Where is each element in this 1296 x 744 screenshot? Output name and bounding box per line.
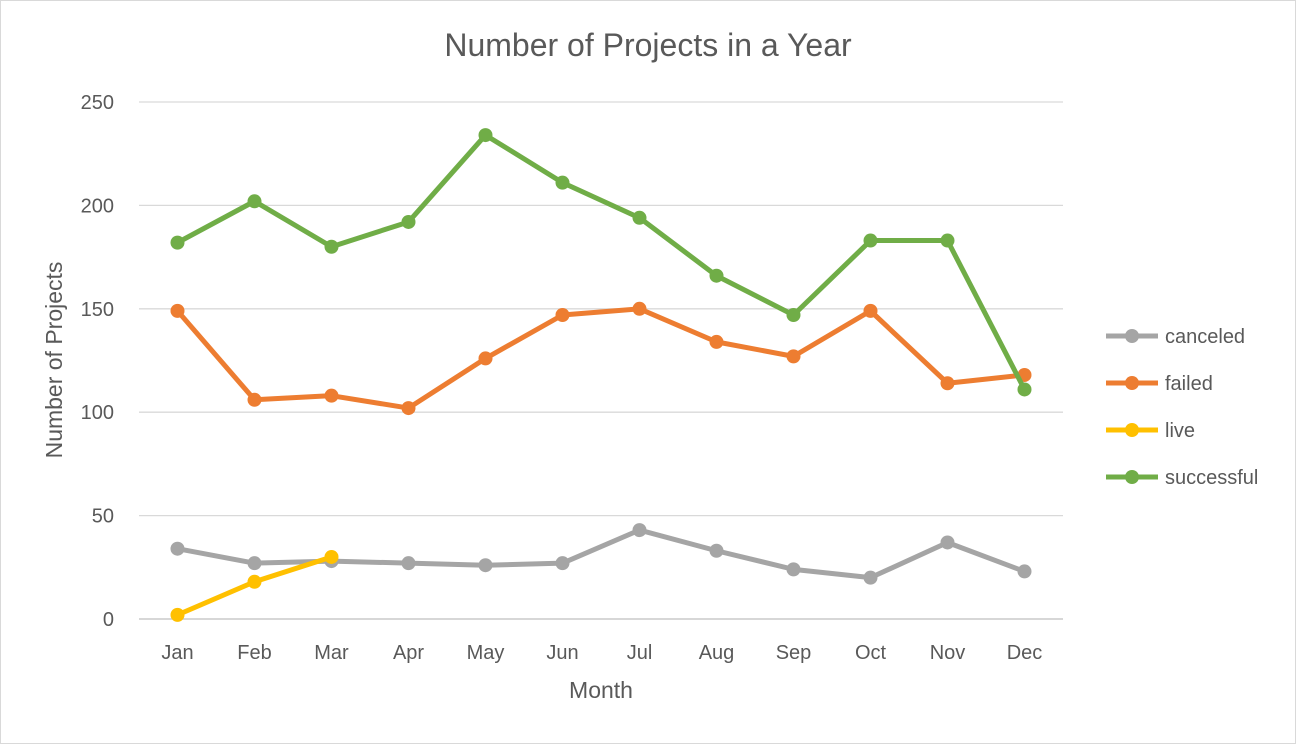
data-point-canceled — [940, 535, 955, 550]
x-tick-label: Nov — [930, 642, 966, 664]
data-point-failed — [170, 303, 185, 318]
data-point-canceled — [401, 556, 416, 571]
data-point-successful — [247, 194, 262, 209]
y-tick-label: 250 — [81, 92, 114, 114]
data-point-failed — [863, 303, 878, 318]
data-point-live — [324, 549, 339, 564]
x-tick-label: Oct — [855, 642, 887, 664]
data-point-successful — [555, 175, 570, 190]
legend-label: canceled — [1165, 326, 1245, 348]
data-point-canceled — [478, 558, 493, 573]
legend-label: failed — [1165, 373, 1213, 395]
data-point-failed — [324, 388, 339, 403]
legend-item-canceled: canceled — [1106, 326, 1245, 348]
x-tick-label: Jun — [546, 642, 578, 664]
series-line-failed — [175, 306, 1027, 411]
x-tick-label: Apr — [393, 642, 424, 664]
y-tick-label: 50 — [92, 506, 114, 528]
y-tick-label: 100 — [81, 402, 114, 424]
legend-swatch-marker — [1125, 376, 1139, 390]
series-line-successful — [175, 132, 1027, 392]
y-tick-label: 150 — [81, 299, 114, 321]
data-point-failed — [555, 308, 570, 323]
x-tick-label: Sep — [776, 642, 812, 664]
data-point-successful — [478, 128, 493, 143]
y-tick-label: 0 — [103, 609, 114, 631]
data-point-successful — [940, 233, 955, 248]
data-point-canceled — [555, 556, 570, 571]
x-axis-title: Month — [569, 677, 633, 703]
data-point-live — [170, 607, 185, 622]
data-point-successful — [1017, 382, 1032, 397]
gridlines — [139, 101, 1063, 620]
x-tick-label: Dec — [1007, 642, 1043, 664]
data-point-failed — [786, 349, 801, 364]
x-tick-label: Jan — [161, 642, 193, 664]
y-axis-title: Number of Projects — [41, 262, 67, 459]
y-axis-ticks: 0 50 100 150 200 250 — [81, 92, 114, 631]
legend-item-successful: successful — [1106, 467, 1258, 489]
x-tick-label: Aug — [699, 642, 735, 664]
legend-item-live: live — [1106, 420, 1195, 442]
data-point-successful — [709, 268, 724, 283]
data-point-failed — [632, 301, 647, 316]
data-point-canceled — [1017, 564, 1032, 579]
data-point-canceled — [247, 556, 262, 571]
y-tick-label: 200 — [81, 195, 114, 217]
data-point-live — [247, 574, 262, 589]
data-point-canceled — [863, 570, 878, 585]
legend-swatch-marker — [1125, 423, 1139, 437]
data-point-canceled — [170, 541, 185, 556]
data-point-canceled — [786, 562, 801, 577]
data-point-failed — [709, 334, 724, 349]
chart-title: Number of Projects in a Year — [444, 27, 852, 63]
legend-swatch-marker — [1125, 470, 1139, 484]
legend-label: live — [1165, 420, 1195, 442]
data-point-successful — [863, 233, 878, 248]
data-point-failed — [940, 376, 955, 391]
data-point-canceled — [632, 523, 647, 538]
data-point-successful — [324, 239, 339, 254]
series-line-canceled — [175, 527, 1027, 581]
data-point-failed — [401, 401, 416, 416]
x-tick-label: Mar — [314, 642, 349, 664]
legend-swatch-marker — [1125, 329, 1139, 343]
series-group — [170, 128, 1032, 622]
data-point-canceled — [709, 543, 724, 558]
legend-label: successful — [1165, 467, 1258, 489]
x-axis-ticks: Jan Feb Mar Apr May Jun Jul Aug Sep Oct Nov Dec — [161, 642, 1042, 664]
x-tick-label: Jul — [627, 642, 653, 664]
legend-item-failed: failed — [1106, 373, 1213, 395]
data-point-successful — [401, 214, 416, 229]
x-tick-label: Feb — [237, 642, 271, 664]
series-failed — [170, 301, 1032, 416]
x-tick-label: May — [467, 642, 505, 664]
data-point-successful — [786, 308, 801, 323]
data-point-failed — [478, 351, 493, 366]
data-point-failed — [247, 392, 262, 407]
data-point-successful — [632, 210, 647, 225]
series-canceled — [170, 523, 1032, 585]
data-point-successful — [170, 235, 185, 250]
series-successful — [170, 128, 1032, 397]
legend: canceled failed live successful — [1106, 326, 1258, 489]
series-live — [170, 549, 339, 622]
